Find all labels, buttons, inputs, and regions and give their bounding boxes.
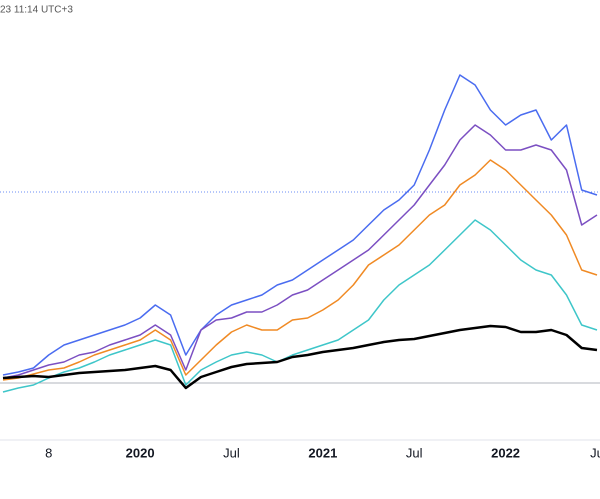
x-tick-label: Jul — [223, 445, 240, 460]
series-line — [2, 74, 598, 376]
x-tick-label: Jul — [406, 445, 423, 460]
series-line — [2, 124, 598, 379]
timestamp: 23 11:14 UTC+3 — [0, 5, 73, 16]
series-line — [2, 219, 598, 393]
series-line — [2, 159, 598, 381]
x-tick-label: Ju — [590, 445, 600, 460]
x-tick-label: 2020 — [126, 445, 155, 460]
x-tick-label: 2021 — [308, 445, 337, 460]
x-tick-label: 2022 — [491, 445, 520, 460]
series-line — [2, 324, 598, 390]
x-tick-label: 8 — [45, 445, 52, 460]
